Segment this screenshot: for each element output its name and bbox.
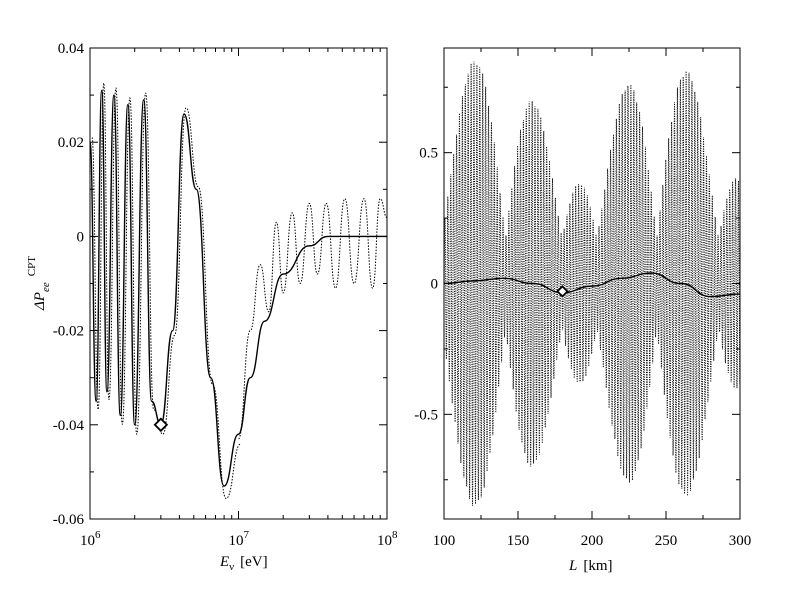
right-panel: 0.5 0 -0.5 100 150 200 250 300 L [km] [414,47,752,574]
right-series-solid [443,272,741,298]
left-series-dotted-shadow [91,82,241,500]
right-series-dotted [443,61,741,506]
right-xtick-labels: 100 150 200 250 300 [433,533,752,549]
left-panel: 0.040.020-0.02-0.04-0.06 106 107 108 Eν [eV… [26,41,398,573]
right-xlabel: L [km] [568,558,613,574]
left-xtick-exp: 6 [95,529,101,541]
right-xtick-label: 100 [433,533,456,549]
left-xtick-label: 107 [229,529,250,549]
right-ytick-label: 0 [431,277,439,293]
left-diamond-marker [153,417,169,433]
left-xtick-base: 10 [80,533,95,549]
left-ytick-label: -0.06 [53,512,85,528]
left-ylabel: ΔPeeCPT [26,256,52,311]
left-plot-frame [89,47,388,520]
left-xtick-exp: 7 [244,529,250,541]
left-series-dotted [238,198,388,440]
left-ytick-label: 0 [77,229,85,245]
right-diamond-marker [556,285,569,298]
right-xtick-label: 200 [581,533,604,549]
left-xtick-base: 10 [377,533,392,549]
right-ytick-label: 0.5 [419,146,438,162]
right-xtick-label: 250 [655,533,678,549]
left-xtick-label: 106 [80,529,101,549]
right-xtick-label: 150 [507,533,530,549]
right-ytick-label: -0.5 [414,407,438,423]
left-marker [153,417,169,433]
left-ytick-label: -0.04 [53,418,85,434]
right-xtick-label: 300 [729,533,752,549]
left-xtick-label: 108 [377,529,398,549]
right-ytick-labels: 0.5 0 -0.5 [414,146,438,424]
left-series [89,82,388,500]
left-ytick-label: 0.04 [58,41,85,57]
left-ytick-labels: 0.04 0.02 0 -0.02 -0.04 -0.06 [53,41,85,528]
left-ytick-label: -0.02 [53,324,84,340]
right-marker [556,285,569,298]
left-xtick-base: 10 [229,533,244,549]
left-xtick-labels: 106 107 108 [80,529,398,549]
left-series-solid [89,89,387,487]
left-xlabel: Eν [eV] [219,554,268,573]
left-ytick-label: 0.02 [58,135,84,151]
right-series [443,61,741,506]
left-ticks [89,47,388,520]
left-xtick-exp: 8 [392,529,398,541]
